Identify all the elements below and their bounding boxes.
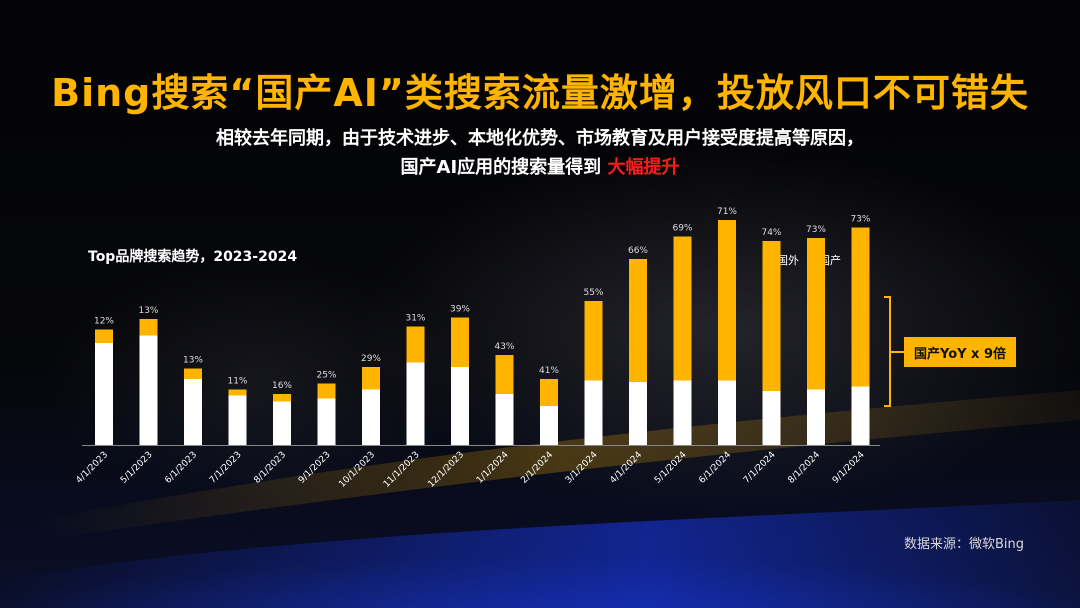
bar-domestic-6: [362, 367, 380, 390]
data-label-14: 71%: [717, 207, 737, 217]
x-tick-label-14: 6/1/2024: [697, 450, 733, 486]
yoy-bracket: [884, 296, 891, 407]
bar-domestic-17: [851, 227, 870, 387]
x-tick-label-4: 8/1/2023: [252, 450, 288, 486]
data-label-1: 13%: [138, 306, 158, 316]
bar-foreign-8: [451, 367, 469, 445]
data-label-7: 31%: [405, 314, 425, 324]
data-label-17: 73%: [850, 215, 870, 225]
bar-domestic-4: [273, 394, 291, 402]
bar-foreign-11: [584, 380, 603, 445]
x-tick-label-2: 6/1/2023: [163, 450, 199, 486]
x-tick-label-1: 5/1/2023: [119, 450, 155, 486]
subtitle-line-2: 国产AI应用的搜索量得到 大幅提升: [0, 153, 1080, 179]
bar-domestic-7: [406, 326, 425, 363]
bar-foreign-2: [184, 379, 202, 445]
data-source: 数据来源：微软Bing: [903, 537, 1024, 552]
bar-foreign-14: [718, 380, 736, 445]
bar-foreign-3: [228, 395, 247, 445]
data-label-3: 11%: [227, 377, 247, 387]
data-label-13: 69%: [672, 224, 692, 234]
data-label-8: 39%: [450, 305, 470, 315]
bar-domestic-1: [139, 319, 158, 336]
subtitle-highlight: 大幅提升: [607, 157, 680, 178]
bar-domestic-15: [762, 241, 781, 391]
x-tick-label-0: 4/1/2023: [74, 450, 110, 486]
data-label-5: 25%: [316, 371, 336, 381]
x-tick-label-11: 3/1/2024: [564, 450, 600, 486]
bar-foreign-9: [495, 394, 514, 445]
bar-domestic-9: [495, 355, 514, 394]
bar-foreign-7: [406, 362, 425, 445]
bar-foreign-4: [273, 401, 291, 445]
subtitle-line-2-text: 国产AI应用的搜索量得到: [400, 157, 602, 178]
yoy-callout: 国产YoY x 9倍: [904, 337, 1016, 367]
bar-domestic-11: [584, 301, 603, 381]
data-label-11: 55%: [583, 288, 603, 298]
chart-title: Top品牌搜索趋势，2023-2024: [88, 249, 298, 265]
bar-foreign-12: [629, 382, 647, 445]
bar-foreign-16: [807, 389, 825, 445]
x-tick-label-8: 12/1/2023: [426, 450, 466, 490]
bar-domestic-8: [451, 317, 469, 367]
bar-foreign-1: [139, 335, 158, 445]
bar-foreign-17: [851, 386, 870, 445]
subtitle-line-1: 相较去年同期，由于技术进步、本地化优势、市场教育及用户接受度提高等原因，: [216, 128, 864, 149]
bar-domestic-0: [95, 329, 113, 343]
bar-domestic-2: [184, 368, 202, 379]
x-tick-label-5: 9/1/2023: [297, 450, 333, 486]
bar-domestic-13: [673, 236, 692, 381]
x-tick-label-6: 10/1/2023: [337, 450, 377, 490]
x-tick-label-17: 9/1/2024: [831, 450, 867, 486]
bar-foreign-13: [673, 380, 692, 445]
bar-foreign-6: [362, 389, 380, 445]
data-label-6: 29%: [361, 354, 381, 364]
x-tick-label-16: 8/1/2024: [786, 450, 822, 486]
bar-domestic-5: [317, 383, 336, 399]
legend-label-foreign: 国外: [777, 254, 799, 267]
data-label-12: 66%: [628, 246, 648, 256]
x-tick-label-9: 1/1/2024: [475, 450, 511, 486]
data-label-15: 74%: [761, 228, 781, 238]
bar-foreign-15: [762, 391, 781, 445]
bar-foreign-0: [95, 343, 113, 445]
bar-domestic-12: [629, 259, 647, 382]
x-tick-label-3: 7/1/2023: [208, 450, 244, 486]
x-tick-label-10: 2/1/2024: [519, 450, 555, 486]
page-title: Bing搜索“国产AI”类搜索流量激增，投放风口不可错失: [51, 71, 1029, 115]
x-tick-label-7: 11/1/2023: [382, 450, 422, 490]
bar-domestic-3: [228, 389, 247, 396]
bar-domestic-10: [540, 379, 558, 406]
x-tick-label-13: 5/1/2024: [653, 450, 689, 486]
bar-foreign-5: [317, 398, 336, 445]
data-label-0: 12%: [94, 317, 114, 327]
bar-foreign-10: [540, 406, 558, 445]
data-label-4: 16%: [272, 381, 292, 391]
bar-domestic-16: [807, 238, 825, 390]
bar-domestic-14: [718, 220, 736, 381]
x-tick-label-15: 7/1/2024: [742, 450, 778, 486]
data-label-16: 73%: [806, 225, 826, 235]
x-tick-label-12: 4/1/2024: [608, 450, 644, 486]
data-label-10: 41%: [539, 366, 559, 376]
data-label-9: 43%: [494, 342, 514, 352]
data-label-2: 13%: [183, 356, 203, 366]
